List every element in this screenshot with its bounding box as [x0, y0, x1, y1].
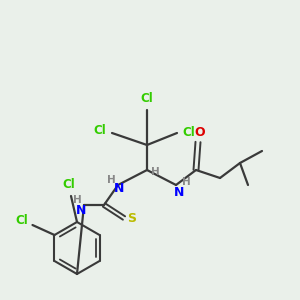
Text: Cl: Cl — [15, 214, 28, 227]
Text: S: S — [128, 212, 136, 226]
Text: Cl: Cl — [63, 178, 75, 191]
Text: H: H — [73, 195, 81, 205]
Text: H: H — [182, 177, 190, 187]
Text: Cl: Cl — [183, 127, 195, 140]
Text: N: N — [114, 182, 124, 196]
Text: Cl: Cl — [94, 124, 106, 137]
Text: O: O — [195, 125, 205, 139]
Text: H: H — [106, 175, 116, 185]
Text: N: N — [76, 203, 86, 217]
Text: Cl: Cl — [141, 92, 153, 106]
Text: N: N — [174, 185, 184, 199]
Text: H: H — [151, 167, 159, 177]
